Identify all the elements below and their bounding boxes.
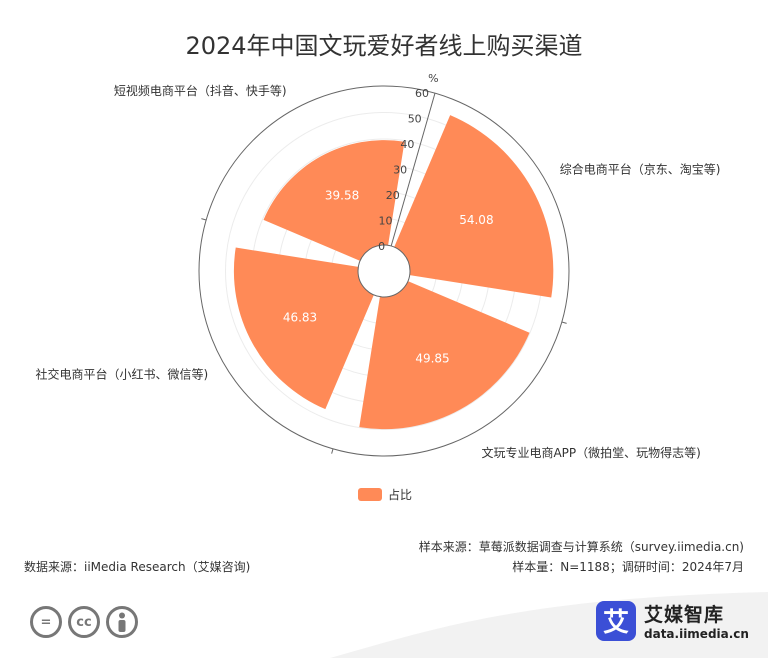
category-label-2: 社交电商平台（小红书、微信等) (36, 366, 209, 381)
angle-tick (561, 321, 567, 324)
equal-icon: = (30, 606, 62, 638)
center-hole (357, 244, 411, 298)
radial-tick-label: 60 (415, 87, 429, 100)
radial-tick-label: 20 (386, 189, 400, 202)
legend[interactable]: 占比 (358, 486, 412, 503)
value-label-1: 49.85 (415, 352, 449, 366)
sample-source: 样本来源：草莓派数据调查与计算系统（survey.iimedia.cn) (418, 540, 744, 554)
radial-axis-line (390, 93, 436, 247)
brand-url: data.iimedia.cn (644, 627, 749, 641)
bar-2 (233, 247, 374, 410)
radial-tick-label: 30 (393, 164, 407, 177)
bar-1 (359, 281, 530, 430)
radial-tick-label: 40 (400, 138, 414, 151)
person-icon (106, 606, 138, 638)
legend-swatch (358, 488, 382, 501)
category-labels: 综合电商平台（京东、淘宝等) 文玩专业电商APP（微拍堂、玩物得志等) 社交电商平台… (36, 83, 721, 460)
value-labels: 54.08 49.85 46.83 39.58 (283, 188, 494, 365)
brand-logo: 艾 艾媒智库 data.iimedia.cn (596, 600, 749, 641)
angle-tick (201, 218, 207, 221)
angle-tick (331, 448, 334, 454)
bar-series (233, 115, 554, 430)
data-source: 数据来源：iiMedia Research（艾媒咨询) (24, 560, 251, 574)
radial-axis: 0 10 20 30 40 50 60% (201, 72, 567, 454)
unit-label: % (428, 72, 438, 85)
bar-3 (263, 140, 405, 261)
category-label-3: 短视频电商平台（抖音、快手等) (114, 83, 287, 98)
radial-tick-label: 0 (378, 240, 385, 253)
brand-mark-icon: 艾 (596, 600, 636, 641)
value-label-0: 54.08 (459, 213, 493, 227)
footer-swoosh (330, 592, 768, 658)
chart-title: 2024年中国文玩爱好者线上购买渠道 (185, 32, 583, 60)
legend-label: 占比 (388, 488, 413, 502)
radial-tick-label: 50 (408, 113, 422, 126)
radial-tick-label: 10 (378, 215, 392, 228)
category-label-1: 文玩专业电商APP（微拍堂、玩物得志等) (481, 445, 700, 460)
sample-info: 样本量：N=1188；调研时间：2024年7月 (512, 560, 744, 574)
category-label-0: 综合电商平台（京东、淘宝等) (560, 162, 721, 177)
value-label-3: 39.58 (325, 188, 359, 202)
polar-bar-chart: 54.08 49.85 46.83 39.58 0 10 20 30 40 50 60% 综合电商… (36, 72, 721, 460)
cc-icon: cc (68, 606, 100, 638)
value-label-2: 46.83 (283, 311, 317, 325)
license-icons: = cc (30, 606, 138, 638)
bar-0 (394, 115, 554, 298)
brand-name: 艾媒智库 (644, 604, 725, 626)
outer-ring (198, 85, 570, 457)
